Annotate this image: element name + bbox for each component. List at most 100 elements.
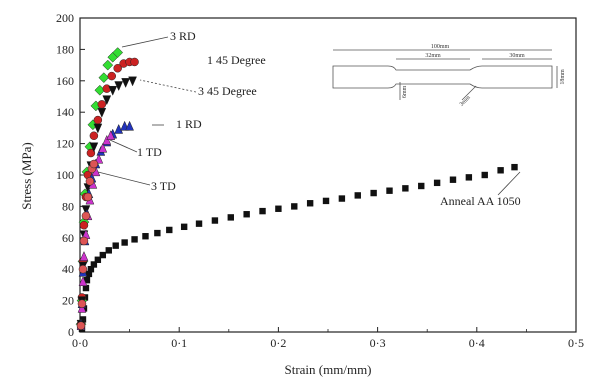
- data-point: [154, 229, 161, 237]
- data-point: [82, 284, 90, 292]
- annotation-leader-anneal-aa-1050: [497, 171, 521, 196]
- data-point: [112, 47, 124, 58]
- series-anneal-aa-1050: [78, 163, 518, 333]
- annotation-leader-3-td: [97, 171, 151, 186]
- y-tick-label: 120: [56, 137, 74, 151]
- data-point: [89, 131, 99, 140]
- data-point: [306, 200, 314, 207]
- specimen-outline: [332, 65, 553, 89]
- x-tick-label: 0·3: [370, 336, 386, 350]
- data-point: [76, 321, 86, 330]
- data-point: [114, 81, 124, 92]
- data-point: [78, 264, 88, 274]
- data-point: [131, 236, 138, 243]
- annotation-1-45-degree: 1 45 Degree: [207, 53, 266, 67]
- data-point: [195, 220, 203, 227]
- y-tick-label: 100: [56, 168, 74, 182]
- data-point: [102, 95, 112, 106]
- data-point: [102, 59, 114, 71]
- data-point: [83, 276, 91, 284]
- x-tick-label: 0·1: [171, 336, 187, 350]
- x-tick-label: 0·5: [568, 336, 584, 350]
- y-tick-label: 160: [56, 74, 74, 88]
- data-point: [386, 187, 393, 194]
- data-point: [166, 226, 173, 234]
- data-point: [125, 120, 134, 131]
- data-point: [449, 176, 457, 183]
- data-point: [108, 85, 118, 96]
- dim-label-gauge: 32mm: [425, 53, 441, 59]
- plot-frame: [79, 17, 577, 333]
- data-point: [106, 130, 116, 140]
- data-point: [243, 211, 250, 218]
- data-point: [99, 251, 107, 259]
- data-point: [418, 182, 425, 190]
- dim-label-total: 100mm: [431, 44, 450, 50]
- data-point: [497, 167, 504, 174]
- data-point: [79, 220, 89, 230]
- data-point: [114, 123, 124, 134]
- annotation-anneal-aa-1050: Anneal AA 1050: [440, 194, 521, 208]
- data-point: [97, 107, 107, 118]
- data-point: [87, 266, 95, 273]
- data-point: [81, 205, 91, 216]
- data-point: [93, 123, 103, 134]
- annotation-3-rd: 3 RD: [170, 29, 196, 43]
- y-tick-label: 200: [56, 11, 74, 25]
- data-point: [78, 276, 88, 287]
- y-tick-label: 80: [62, 199, 74, 213]
- y-tick-label: 40: [62, 262, 74, 276]
- annotation-3-45-degree: 3 45 Degree: [198, 84, 257, 98]
- y-tick-label: 60: [62, 231, 74, 245]
- data-point: [322, 197, 330, 205]
- annotation-3-td: 3 TD: [151, 179, 176, 193]
- specimen-diagram: [332, 49, 558, 101]
- annotation-leader-3-45-degree: [139, 79, 197, 93]
- data-point: [128, 76, 137, 87]
- data-point: [98, 72, 110, 84]
- x-axis-title: Strain (mm/mm): [284, 362, 371, 377]
- x-axis-ticks: 0·0 0·1 0·2 0·3 0·4 0·5: [72, 327, 584, 350]
- data-point: [79, 251, 89, 261]
- y-tick-label: 140: [56, 105, 74, 119]
- y-tick-label: 20: [62, 294, 74, 308]
- series-3-td: [76, 159, 99, 330]
- data-point: [85, 177, 95, 186]
- data-point: [79, 316, 87, 323]
- data-point: [130, 57, 139, 67]
- data-point: [402, 185, 409, 192]
- data-point: [86, 148, 96, 158]
- data-point: [89, 142, 99, 153]
- dim-label-radius: 3mm: [459, 95, 472, 108]
- data-point: [112, 242, 119, 249]
- dim-label-thickness: 6mm: [402, 86, 408, 99]
- data-point: [85, 270, 93, 278]
- data-point: [142, 233, 149, 240]
- x-tick-label: 0·2: [270, 336, 286, 350]
- data-point: [259, 207, 266, 215]
- data-point: [370, 189, 377, 197]
- data-point: [107, 71, 116, 81]
- data-point: [180, 223, 188, 231]
- y-axis-ticks: 0 20 40 60 80 100 120 140 160 180 200: [56, 11, 85, 339]
- y-tick-label: 0: [68, 325, 74, 339]
- data-point: [77, 299, 87, 308]
- data-point: [89, 159, 99, 169]
- data-point: [97, 100, 107, 109]
- dim-line-radius: [461, 85, 477, 101]
- data-point: [275, 205, 282, 212]
- data-point: [93, 115, 103, 125]
- data-point: [121, 239, 128, 246]
- series-3-45-degree: [76, 76, 137, 330]
- data-point: [81, 211, 91, 221]
- y-axis-title: Stress (MPa): [19, 142, 34, 210]
- data-point: [79, 236, 89, 246]
- data-point: [227, 214, 234, 221]
- dim-label-grip: 30mm: [509, 53, 525, 59]
- dim-label-width: 18mm: [560, 69, 566, 85]
- y-tick-label: 180: [56, 42, 74, 56]
- data-point: [113, 63, 122, 73]
- data-point: [433, 179, 441, 187]
- data-point: [121, 78, 131, 88]
- annotation-layer: 3 RD 1 45 Degree 3 45 Degree 1 RD 1 TD 3 TD An…: [97, 29, 521, 208]
